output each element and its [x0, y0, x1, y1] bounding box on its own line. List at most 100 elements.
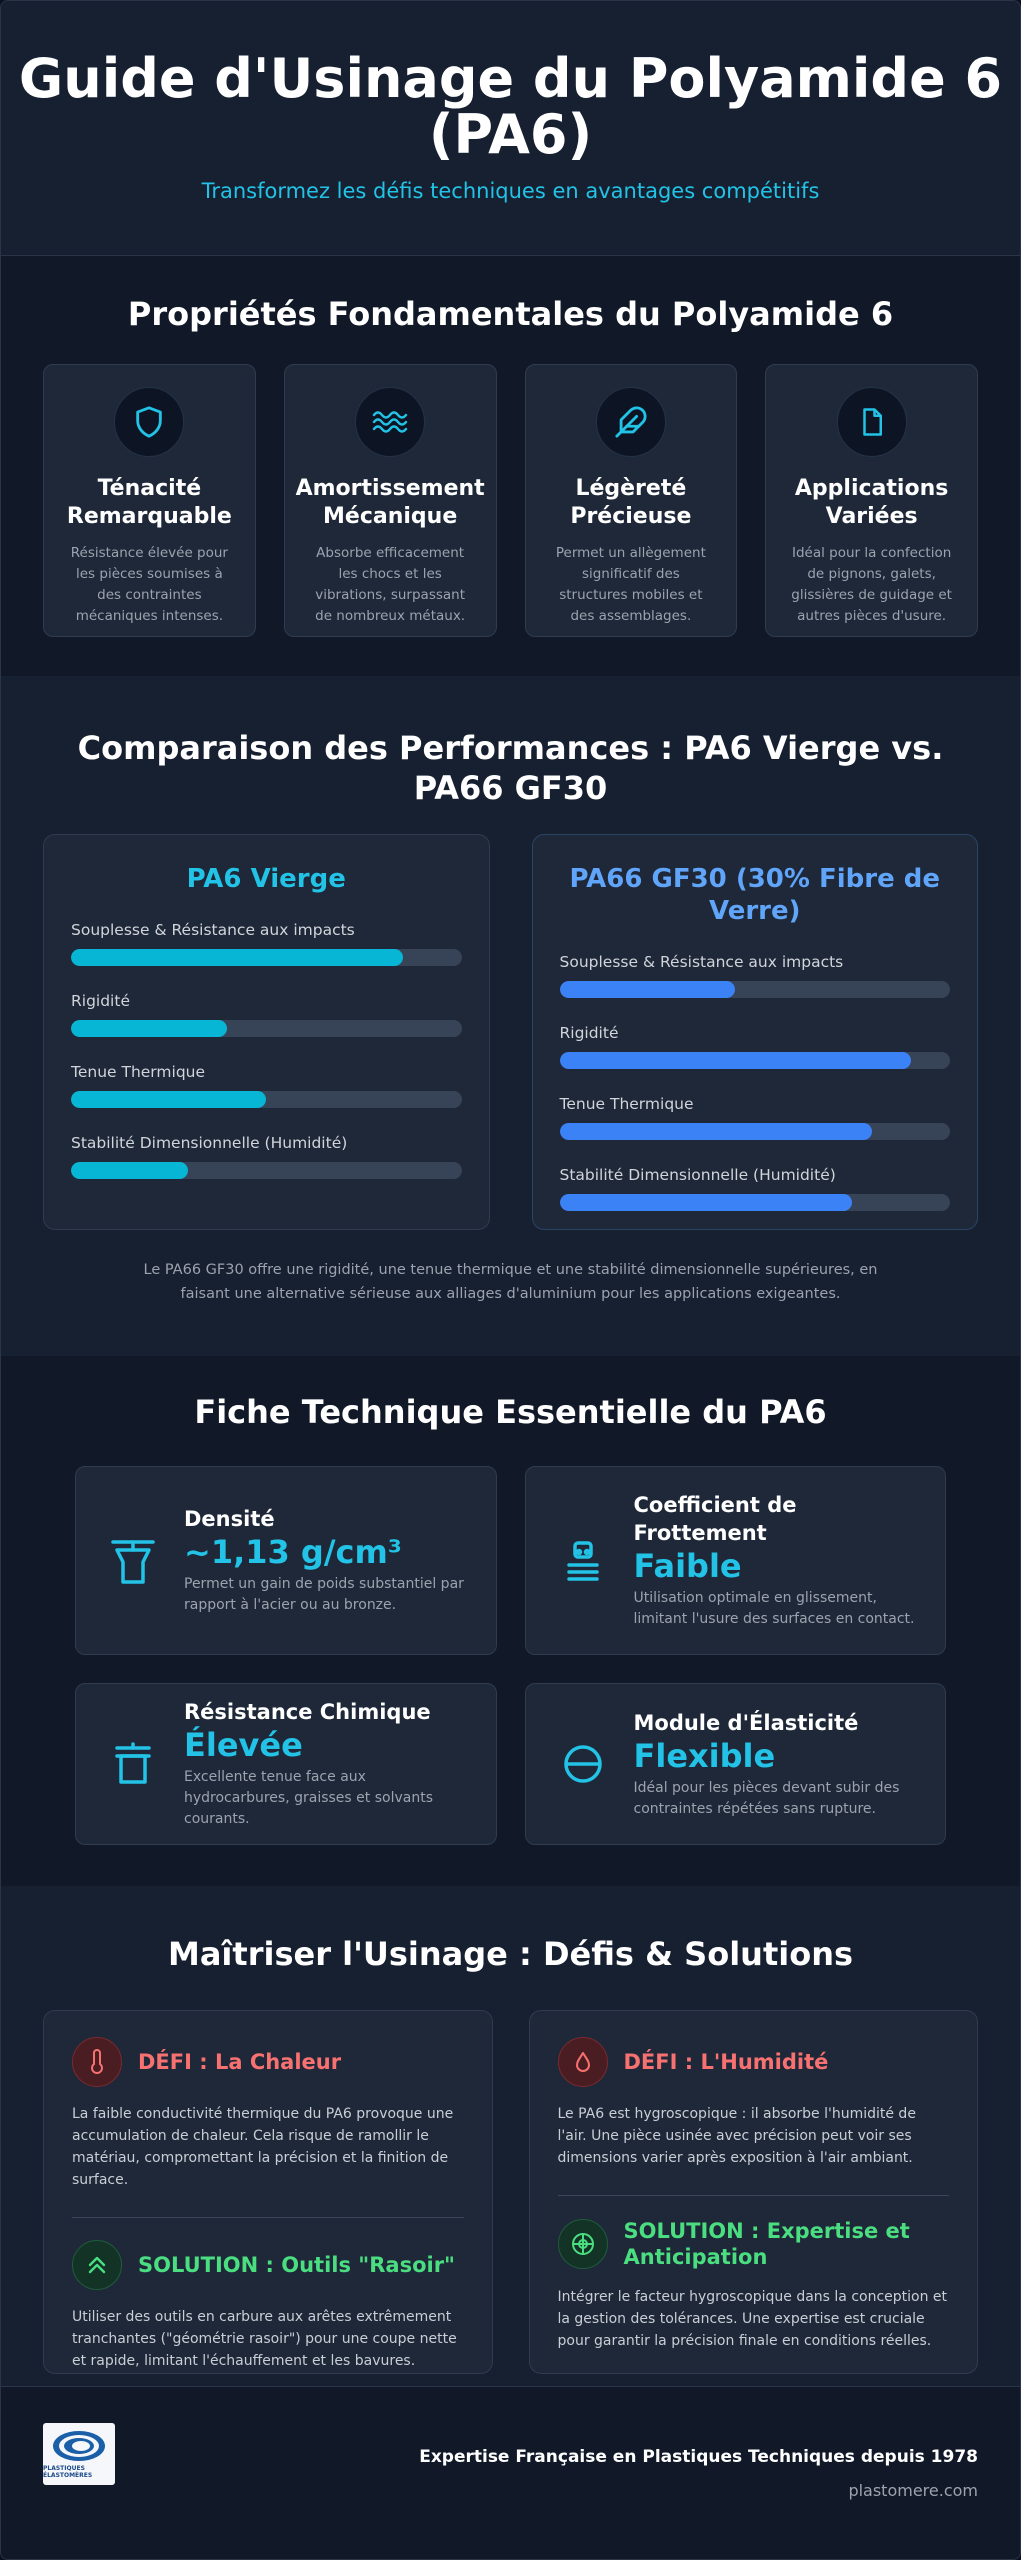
property-text: Idéal pour la confection de pignons, gal… [791, 545, 952, 624]
property-title: Légèreté Précieuse [570, 476, 692, 529]
solution-text: Intégrer le facteur hygroscopique dans l… [557, 2289, 948, 2349]
logo-mark-icon [53, 2430, 105, 2461]
bar-label: Rigidité [71, 992, 130, 1010]
chevrons-up-icon [72, 2240, 122, 2290]
friction-icon [556, 1539, 610, 1583]
tech-text: Permet un gain de poids substantiel par … [184, 1576, 464, 1613]
property-card-tenacity: Ténacité Remarquable Résistance élevée p… [43, 364, 256, 637]
tech-title: Densité [184, 1507, 275, 1531]
tech-sheet-section: Fiche Technique Essentielle du PA6 Densi… [1, 1356, 1020, 1886]
challenge-text: La faible conductivité thermique du PA6 … [72, 2106, 454, 2188]
tech-text: Excellente tenue face aux hydrocarbures,… [184, 1769, 433, 1827]
property-text: Résistance élevée pour les pièces soumis… [70, 545, 228, 624]
properties-section: Propriétés Fondamentales du Polyamide 6 … [1, 256, 1020, 676]
page-subtitle: Transformez les défis techniques en avan… [201, 179, 820, 203]
pa6-virgin-title: PA6 Vierge [186, 864, 346, 894]
tech-card-density: Densité ~1,13 g/cm³ Permet un gain de po… [75, 1466, 497, 1655]
challenge-title: DÉFI : La Chaleur [138, 2050, 342, 2074]
bar-label: Rigidité [559, 1024, 619, 1042]
bar-label: Tenue Thermique [559, 1095, 694, 1113]
bar-fill [71, 1162, 189, 1179]
bar-row: Rigidité [559, 1024, 950, 1069]
comparison-title: Comparaison des Performances : PA6 Vierg… [77, 729, 944, 807]
solution-title: SOLUTION : Expertise et Anticipation [623, 2219, 910, 2269]
bar-fill [71, 949, 403, 966]
tech-sheet-title: Fiche Technique Essentielle du PA6 [194, 1393, 827, 1431]
tech-card-elasticity: Module d'Élasticité Flexible Idéal pour … [524, 1683, 946, 1845]
footer: PLASTIQUES ÉLASTOMÈRES Expertise Françai… [1, 2386, 1020, 2559]
mastery-section: Maîtriser l'Usinage : Défis & Solutions … [1, 1886, 1020, 2386]
property-title: Amortissement Mécanique [295, 476, 485, 529]
bar-track [559, 1123, 950, 1140]
bar-label: Souplesse & Résistance aux impacts [71, 921, 355, 939]
bar-label: Stabilité Dimensionnelle (Humidité) [559, 1166, 836, 1184]
comparison-section: Comparaison des Performances : PA6 Vierg… [1, 676, 1020, 1356]
tech-title: Module d'Élasticité [633, 1710, 859, 1735]
bar-fill [559, 1194, 853, 1211]
bar-track [71, 1091, 462, 1108]
footer-site-link[interactable]: plastomere.com [848, 2481, 978, 2500]
bar-fill [559, 981, 736, 998]
solution-text: Utiliser des outils en carbure aux arête… [72, 2309, 457, 2369]
property-title: Applications Variées [794, 476, 949, 529]
bar-label: Tenue Thermique [71, 1063, 206, 1081]
pa66-gf30-title: PA66 GF30 (30% Fibre de Verre) [569, 864, 941, 926]
comparison-note: Le PA66 GF30 offre une rigidité, une ten… [143, 1262, 878, 1302]
target-icon [557, 2219, 608, 2269]
bar-fill [559, 1052, 911, 1069]
footer-tagline: Expertise Française en Plastiques Techni… [419, 2447, 978, 2467]
property-text: Absorbe efficacement les chocs et les vi… [315, 545, 466, 624]
pa66-gf30-card: PA66 GF30 (30% Fibre de Verre) Souplesse… [531, 834, 978, 1230]
divider [72, 2217, 464, 2218]
bar-track [71, 1020, 462, 1037]
bar-row: Tenue Thermique [559, 1095, 950, 1140]
property-title: Ténacité Remarquable [66, 476, 232, 529]
shield-icon [114, 387, 185, 457]
document-icon [836, 387, 907, 457]
bar-row: Souplesse & Résistance aux impacts [71, 921, 462, 966]
tech-value: Faible [633, 1547, 742, 1585]
bar-row: Tenue Thermique [71, 1063, 462, 1108]
thermometer-icon [72, 2037, 122, 2087]
tech-title: Résistance Chimique [184, 1700, 431, 1724]
bar-label: Stabilité Dimensionnelle (Humidité) [71, 1134, 348, 1152]
tech-value: Élevée [184, 1726, 303, 1764]
tech-card-friction: Coefficient de Frottement Faible Utilisa… [524, 1466, 946, 1655]
challenge-title: DÉFI : L'Humidité [623, 2050, 829, 2074]
feather-icon [595, 387, 666, 457]
bar-fill [559, 1123, 872, 1140]
property-card-applications: Applications Variées Idéal pour la confe… [765, 364, 978, 637]
waves-icon [355, 387, 426, 457]
company-logo[interactable]: PLASTIQUES ÉLASTOMÈRES [43, 2423, 115, 2485]
bar-row: Stabilité Dimensionnelle (Humidité) [559, 1166, 950, 1211]
bar-fill [71, 1020, 228, 1037]
pa6-virgin-card: PA6 Vierge Souplesse & Résistance aux im… [43, 834, 490, 1230]
beaker-icon [106, 1742, 160, 1786]
bar-row: Rigidité [71, 992, 462, 1037]
property-text: Permet un allègement significatif des st… [555, 545, 706, 624]
bar-track [71, 1162, 462, 1179]
tech-card-chemical: Résistance Chimique Élevée Excellente te… [75, 1683, 497, 1845]
scale-icon [106, 1536, 160, 1586]
droplet-icon [557, 2037, 608, 2087]
properties-title: Propriétés Fondamentales du Polyamide 6 [127, 295, 894, 333]
page-title: Guide d'Usinage du Polyamide 6 (PA6) [18, 47, 1003, 166]
divider [557, 2195, 949, 2196]
minus-circle-icon [556, 1743, 610, 1785]
bar-track [71, 949, 462, 966]
heat-challenge-card: DÉFI : La Chaleur La faible conductivité… [43, 2010, 493, 2374]
tech-value: ~1,13 g/cm³ [184, 1533, 402, 1571]
bar-row: Souplesse & Résistance aux impacts [559, 953, 950, 998]
bar-track [559, 1194, 950, 1211]
bar-track [559, 1052, 950, 1069]
tech-text: Idéal pour les pièces devant subir des c… [633, 1779, 900, 1817]
solution-title: SOLUTION : Outils "Rasoir" [138, 2253, 455, 2277]
challenge-text: Le PA6 est hygroscopique : il absorbe l'… [557, 2106, 916, 2166]
tech-value: Flexible [633, 1736, 776, 1775]
humidity-challenge-card: DÉFI : L'Humidité Le PA6 est hygroscopiq… [528, 2010, 978, 2374]
bar-track [559, 981, 950, 998]
hero-section: Guide d'Usinage du Polyamide 6 (PA6) Tra… [1, 1, 1020, 256]
mastery-title: Maîtriser l'Usinage : Défis & Solutions [167, 1935, 854, 1973]
property-card-damping: Amortissement Mécanique Absorbe efficace… [283, 364, 497, 637]
